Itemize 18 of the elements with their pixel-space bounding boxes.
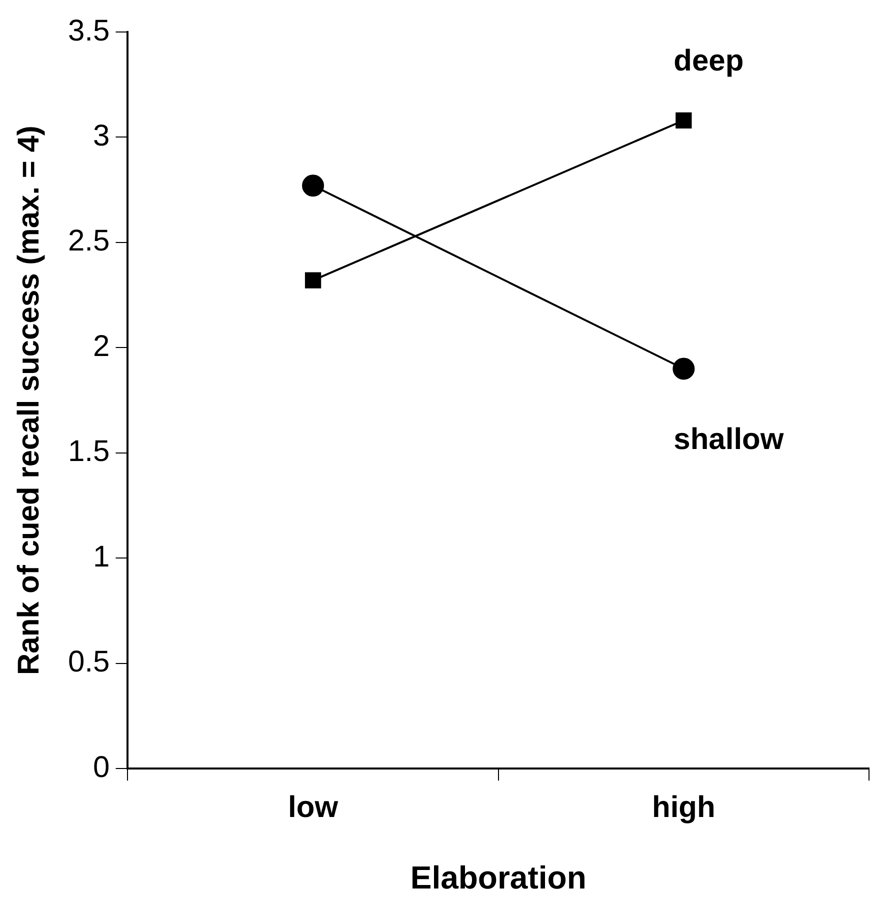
y-tick-label: 3.5 <box>68 14 110 48</box>
series-label: deep <box>674 44 744 78</box>
y-tick-label: 2.5 <box>68 224 110 258</box>
y-tick-label: 2 <box>93 330 110 363</box>
x-axis-title: Elaboration <box>410 860 586 896</box>
point <box>302 174 324 197</box>
y-tick-label: 3 <box>93 119 110 152</box>
point <box>304 272 322 288</box>
x-tick-label: low <box>288 790 339 824</box>
x-tick-label: high <box>652 790 716 824</box>
y-tick-label: 0.5 <box>68 646 110 679</box>
y-tick-label: 1.5 <box>68 435 110 468</box>
y-tick-label: 1 <box>93 540 110 574</box>
series-label: shallow <box>674 422 784 456</box>
point <box>676 112 692 128</box>
point <box>672 358 695 380</box>
y-tick-label: 0 <box>93 750 110 784</box>
y-axis-title: Rank of cued recall success (max. = 4) <box>12 126 46 676</box>
